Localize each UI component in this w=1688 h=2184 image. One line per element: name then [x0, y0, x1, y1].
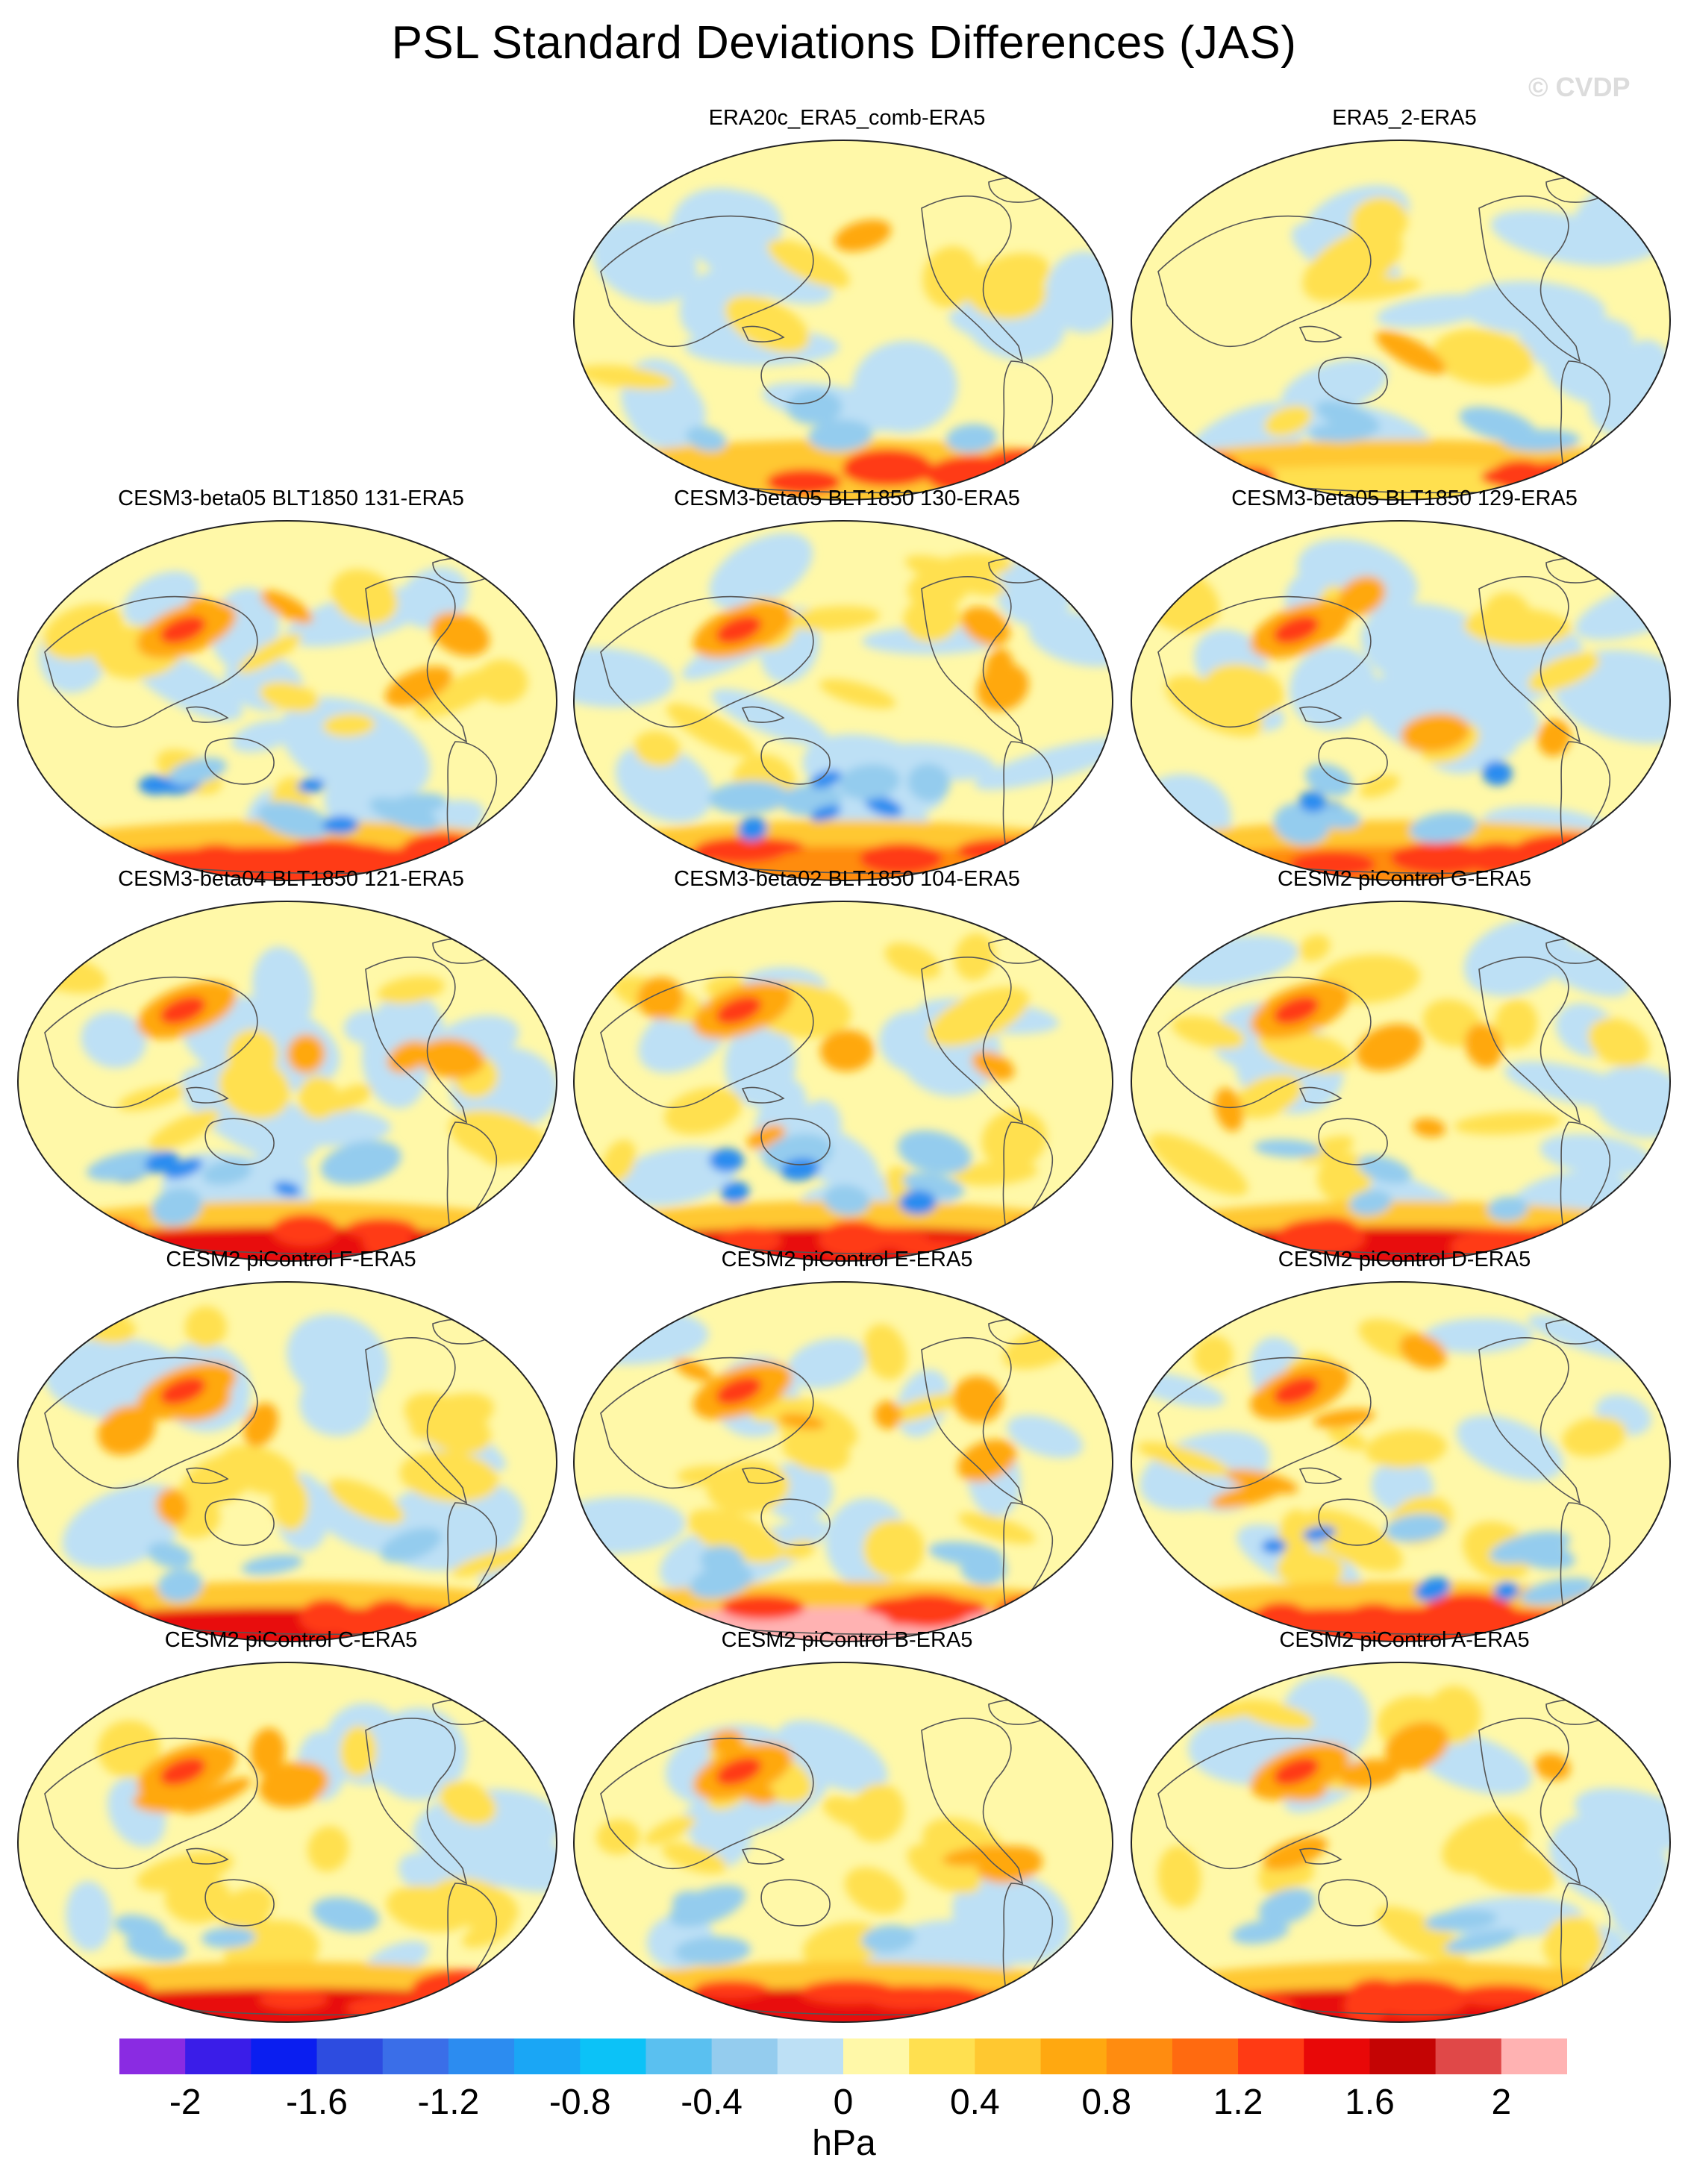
colorbar-swatch	[185, 2038, 251, 2074]
robinson-map	[573, 1662, 1113, 2023]
panel-title: CESM2 piControl F-ERA5	[166, 1248, 416, 1271]
figure-title: PSL Standard Deviations Differences (JAS…	[391, 17, 1297, 69]
robinson-map	[17, 520, 557, 881]
panel-title: ERA5_2-ERA5	[1332, 106, 1477, 130]
map-panel-p8: CESM2 piControl G-ERA5	[1128, 867, 1681, 1307]
panel-title: CESM3-beta05 BLT1850 130-ERA5	[674, 486, 1020, 510]
colorbar-swatch	[909, 2038, 975, 2074]
colorbar-swatch	[251, 2038, 318, 2074]
colorbar-tick-label: 0	[833, 2083, 854, 2122]
map-panel-p4: CESM3-beta05 BLT1850 130-ERA5	[571, 486, 1123, 927]
colorbar-swatch	[777, 2038, 844, 2074]
colorbar-tick-label: -2	[169, 2083, 201, 2122]
robinson-map	[17, 901, 557, 1262]
panel-title: CESM3-beta05 BLT1850 131-ERA5	[118, 486, 464, 510]
panel-title: ERA20c_ERA5_comb-ERA5	[708, 106, 986, 130]
map-panel-p3: CESM3-beta05 BLT1850 131-ERA5	[15, 486, 567, 927]
robinson-map	[17, 1281, 557, 1642]
panel-title: CESM2 piControl A-ERA5	[1279, 1628, 1530, 1652]
robinson-map	[1131, 901, 1671, 1262]
robinson-map	[1131, 520, 1671, 881]
panel-title: CESM2 piControl D-ERA5	[1278, 1248, 1531, 1271]
map-panel-p1: ERA20c_ERA5_comb-ERA5	[571, 106, 1123, 546]
colorbar-swatch	[843, 2038, 910, 2074]
colorbar-tick-label: -1.2	[417, 2083, 480, 2122]
colorbar-tick-label: 0.4	[949, 2083, 1000, 2122]
robinson-map	[573, 1281, 1113, 1642]
panel-title: CESM2 piControl B-ERA5	[721, 1628, 973, 1652]
panel-title: CESM3-beta04 BLT1850 121-ERA5	[118, 867, 464, 891]
robinson-map	[17, 1662, 557, 2023]
map-panel-p14: CESM2 piControl A-ERA5	[1128, 1628, 1681, 2068]
map-panel-p9: CESM2 piControl F-ERA5	[15, 1248, 567, 1688]
panel-title: CESM2 piControl E-ERA5	[721, 1248, 973, 1271]
colorbar-swatch	[1304, 2038, 1370, 2074]
colorbar-swatch	[1040, 2038, 1107, 2074]
map-panel-p5: CESM3-beta05 BLT1850 129-ERA5	[1128, 486, 1681, 927]
colorbar-swatch	[119, 2038, 186, 2074]
colorbar-swatch	[580, 2038, 646, 2074]
colorbar-tick-label: -0.4	[681, 2083, 743, 2122]
robinson-map	[1131, 1662, 1671, 2023]
colorbar-swatch	[1106, 2038, 1173, 2074]
colorbar-swatch	[975, 2038, 1042, 2074]
panel-title: CESM2 piControl C-ERA5	[164, 1628, 418, 1652]
colorbar-swatch	[1369, 2038, 1437, 2074]
colorbar-tick-label: 2	[1491, 2083, 1512, 2122]
map-panel-p6: CESM3-beta04 BLT1850 121-ERA5	[15, 867, 567, 1307]
colorbar-swatch	[1172, 2038, 1239, 2074]
colorbar-swatch	[1435, 2038, 1502, 2074]
colorbar-tick-label: 1.6	[1345, 2083, 1395, 2122]
colorbar	[119, 2038, 1567, 2074]
map-panel-p7: CESM3-beta02 BLT1850 104-ERA5	[571, 867, 1123, 1307]
map-panel-p10: CESM2 piControl E-ERA5	[571, 1248, 1123, 1688]
robinson-map	[573, 520, 1113, 881]
panel-title: CESM3-beta02 BLT1850 104-ERA5	[674, 867, 1020, 891]
colorbar-tick-label: 0.8	[1081, 2083, 1132, 2122]
colorbar-tick-label: -1.6	[286, 2083, 348, 2122]
robinson-map	[573, 140, 1113, 501]
colorbar-tick-label: 1.2	[1213, 2083, 1263, 2122]
colorbar-swatch	[448, 2038, 515, 2074]
map-panel-p11: CESM2 piControl D-ERA5	[1128, 1248, 1681, 1688]
colorbar-unit: hPa	[812, 2124, 876, 2163]
panel-title: CESM2 piControl G-ERA5	[1277, 867, 1532, 891]
robinson-map	[1131, 1281, 1671, 1642]
cvdp-watermark: © CVDP	[1528, 72, 1631, 102]
map-panel-p13: CESM2 piControl B-ERA5	[571, 1628, 1123, 2068]
panel-title: CESM3-beta05 BLT1850 129-ERA5	[1231, 486, 1578, 510]
colorbar-swatch	[645, 2038, 713, 2074]
colorbar-swatch	[514, 2038, 581, 2074]
map-panel-p2: ERA5_2-ERA5	[1128, 106, 1681, 546]
colorbar-swatch	[382, 2038, 449, 2074]
map-panel-p12: CESM2 piControl C-ERA5	[15, 1628, 567, 2068]
colorbar-swatch	[316, 2038, 384, 2074]
colorbar-swatch	[1501, 2038, 1567, 2074]
colorbar-swatch	[711, 2038, 778, 2074]
robinson-map	[1131, 140, 1671, 501]
colorbar-tick-label: -0.8	[548, 2083, 611, 2122]
robinson-map	[573, 901, 1113, 1262]
colorbar-swatch	[1238, 2038, 1304, 2074]
